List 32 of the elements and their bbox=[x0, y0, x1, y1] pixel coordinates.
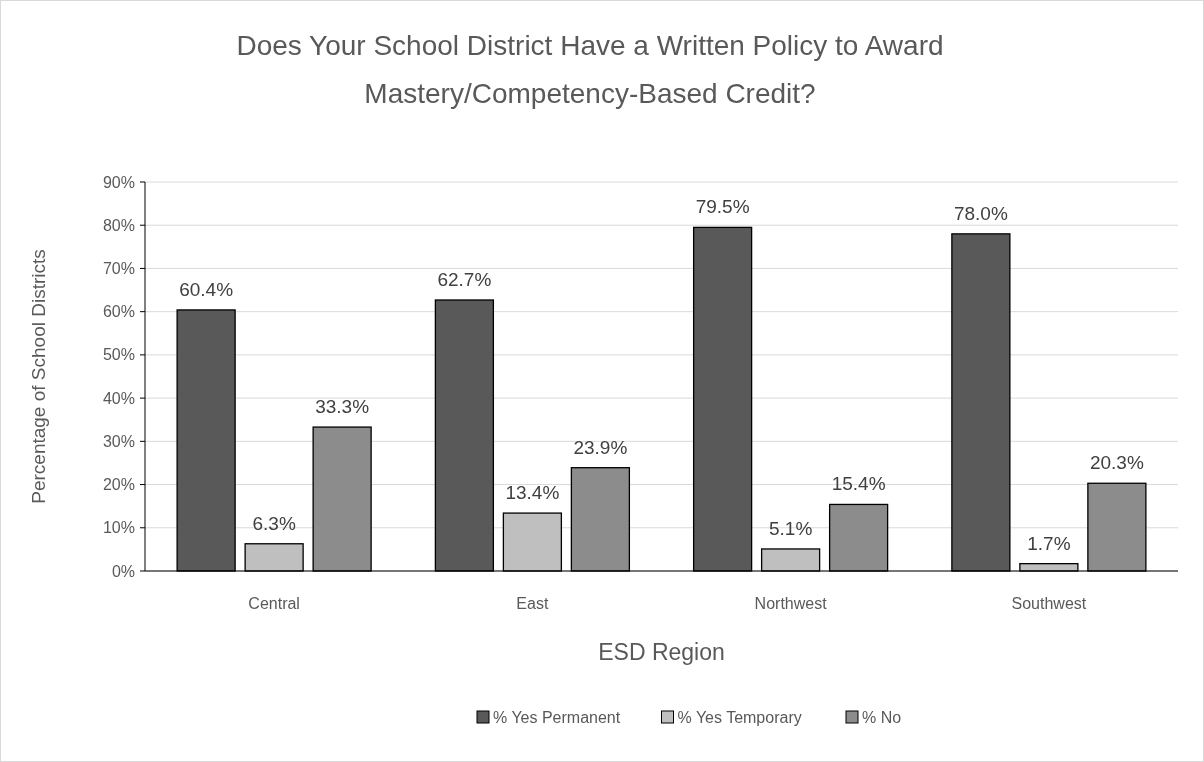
data-label: 1.7% bbox=[1027, 532, 1071, 554]
data-label: 23.9% bbox=[573, 436, 628, 458]
y-tick-label: 90% bbox=[102, 173, 135, 191]
data-label: 15.4% bbox=[831, 473, 886, 495]
y-tick-label: 0% bbox=[111, 562, 135, 580]
legend-label: % Yes Permanent bbox=[493, 708, 621, 726]
data-label: 13.4% bbox=[505, 482, 560, 504]
y-tick-label: 10% bbox=[102, 519, 135, 537]
y-tick-label: 70% bbox=[102, 260, 135, 278]
y-tick-label: 40% bbox=[102, 389, 135, 407]
y-tick-label: 60% bbox=[102, 303, 135, 321]
data-label: 20.3% bbox=[1089, 452, 1144, 474]
x-tick-label: East bbox=[516, 595, 549, 612]
data-label: 60.4% bbox=[179, 278, 234, 300]
x-tick-label: Northwest bbox=[754, 595, 828, 612]
x-tick-label: Southwest bbox=[1011, 595, 1087, 612]
chart-title: Does Your School District Have a Written Policy to Award Mastery/Competency-Based Credit? bbox=[236, 30, 944, 109]
data-label: 62.7% bbox=[437, 269, 492, 290]
x-axis-title: ESD Region bbox=[598, 639, 725, 665]
legend-label: % Yes Temporary bbox=[677, 708, 802, 726]
y-tick-label: 20% bbox=[102, 476, 135, 494]
legend-label: % No bbox=[862, 708, 902, 726]
data-label: 5.1% bbox=[768, 517, 813, 539]
y-tick-label: 80% bbox=[102, 216, 135, 234]
data-label: 79.5% bbox=[695, 196, 750, 218]
y-axis-title: Percentage of School Districts bbox=[28, 249, 49, 504]
data-label: 78.0% bbox=[953, 202, 1008, 224]
y-tick-label: 50% bbox=[102, 346, 135, 364]
x-tick-label: Central bbox=[248, 595, 300, 612]
y-tick-label: 30% bbox=[102, 432, 135, 450]
data-label: 33.3% bbox=[315, 396, 370, 418]
data-label: 6.3% bbox=[252, 512, 296, 534]
